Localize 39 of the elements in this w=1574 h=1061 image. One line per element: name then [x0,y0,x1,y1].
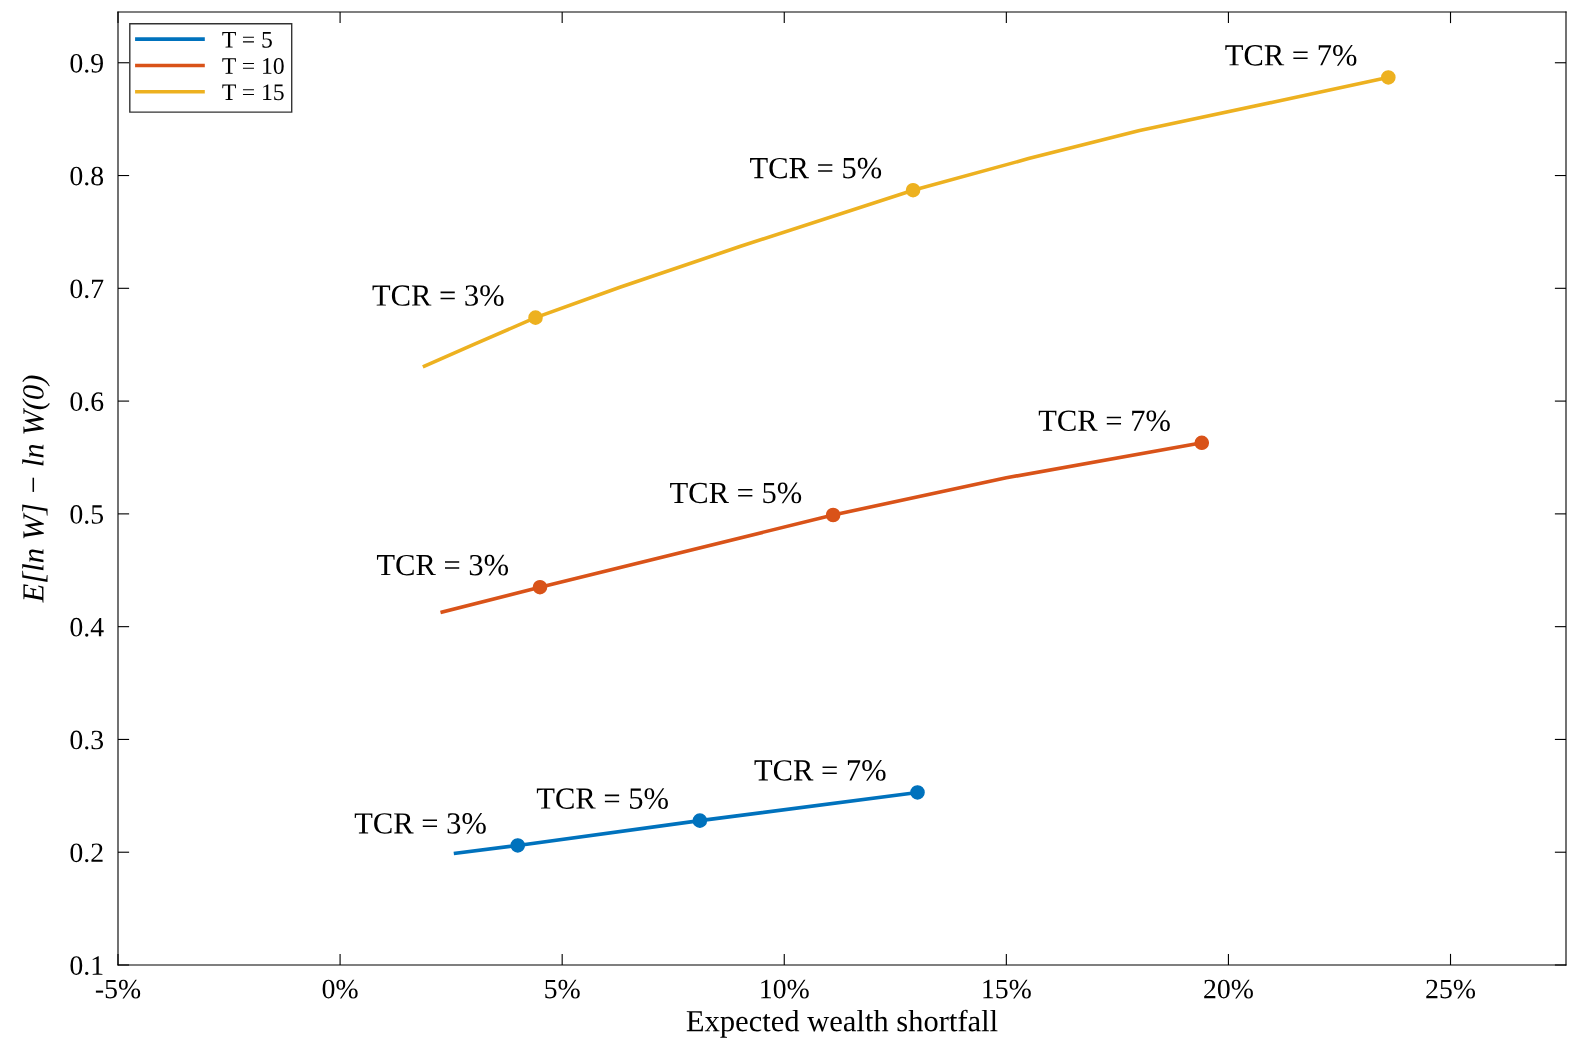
point [528,310,543,325]
annotation: TCR = 3% [354,813,486,834]
annotation: TCR = 5% [670,482,802,504]
point [825,507,841,523]
point [1194,435,1210,451]
annotation: TCR = 3% [376,554,509,576]
annotation: TCR = 7% [1225,45,1357,66]
annotation: TCR = 5% [536,788,668,809]
y-tick-label: 0.9 [70,53,103,73]
x-tick-label: 5% [545,979,580,999]
y-tick-label: 0.1 [70,956,103,976]
point [510,838,526,853]
y-tick-label: 0.5 [70,505,104,524]
x-tick-label: 25% [1426,979,1476,999]
point [1381,70,1396,85]
annotation: TCR = 7% [754,760,886,781]
point [905,182,921,198]
annotation: TCR = 5% [750,157,882,179]
x-tick-label: -5% [95,979,141,999]
annotation: TCR = 3% [372,285,504,306]
y-axis-title: E[ln W] − ln W(0) [22,375,50,603]
y-tick-label: 0.8 [70,166,104,186]
legend-label: T = 15 [222,84,284,101]
point [532,579,548,595]
annotation: TCR = 7% [1038,410,1170,432]
x-axis-title: Expected wealth shortfall [686,1009,998,1038]
y-tick-label: 0.6 [70,392,104,412]
point [692,813,708,828]
x-tick-label: 0% [322,979,358,999]
y-tick-label: 0.2 [70,843,103,863]
legend-label: T = 5 [222,31,272,48]
y-tick-label: 0.7 [70,279,104,299]
point [910,785,925,800]
x-tick-label: 10% [761,979,809,999]
y-tick-label: 0.4 [70,617,104,637]
x-tick-label: 15% [983,979,1031,999]
y-tick-label: 0.3 [70,730,104,750]
x-tick-label: 20% [1204,979,1253,999]
legend-label: T = 10 [222,57,284,74]
